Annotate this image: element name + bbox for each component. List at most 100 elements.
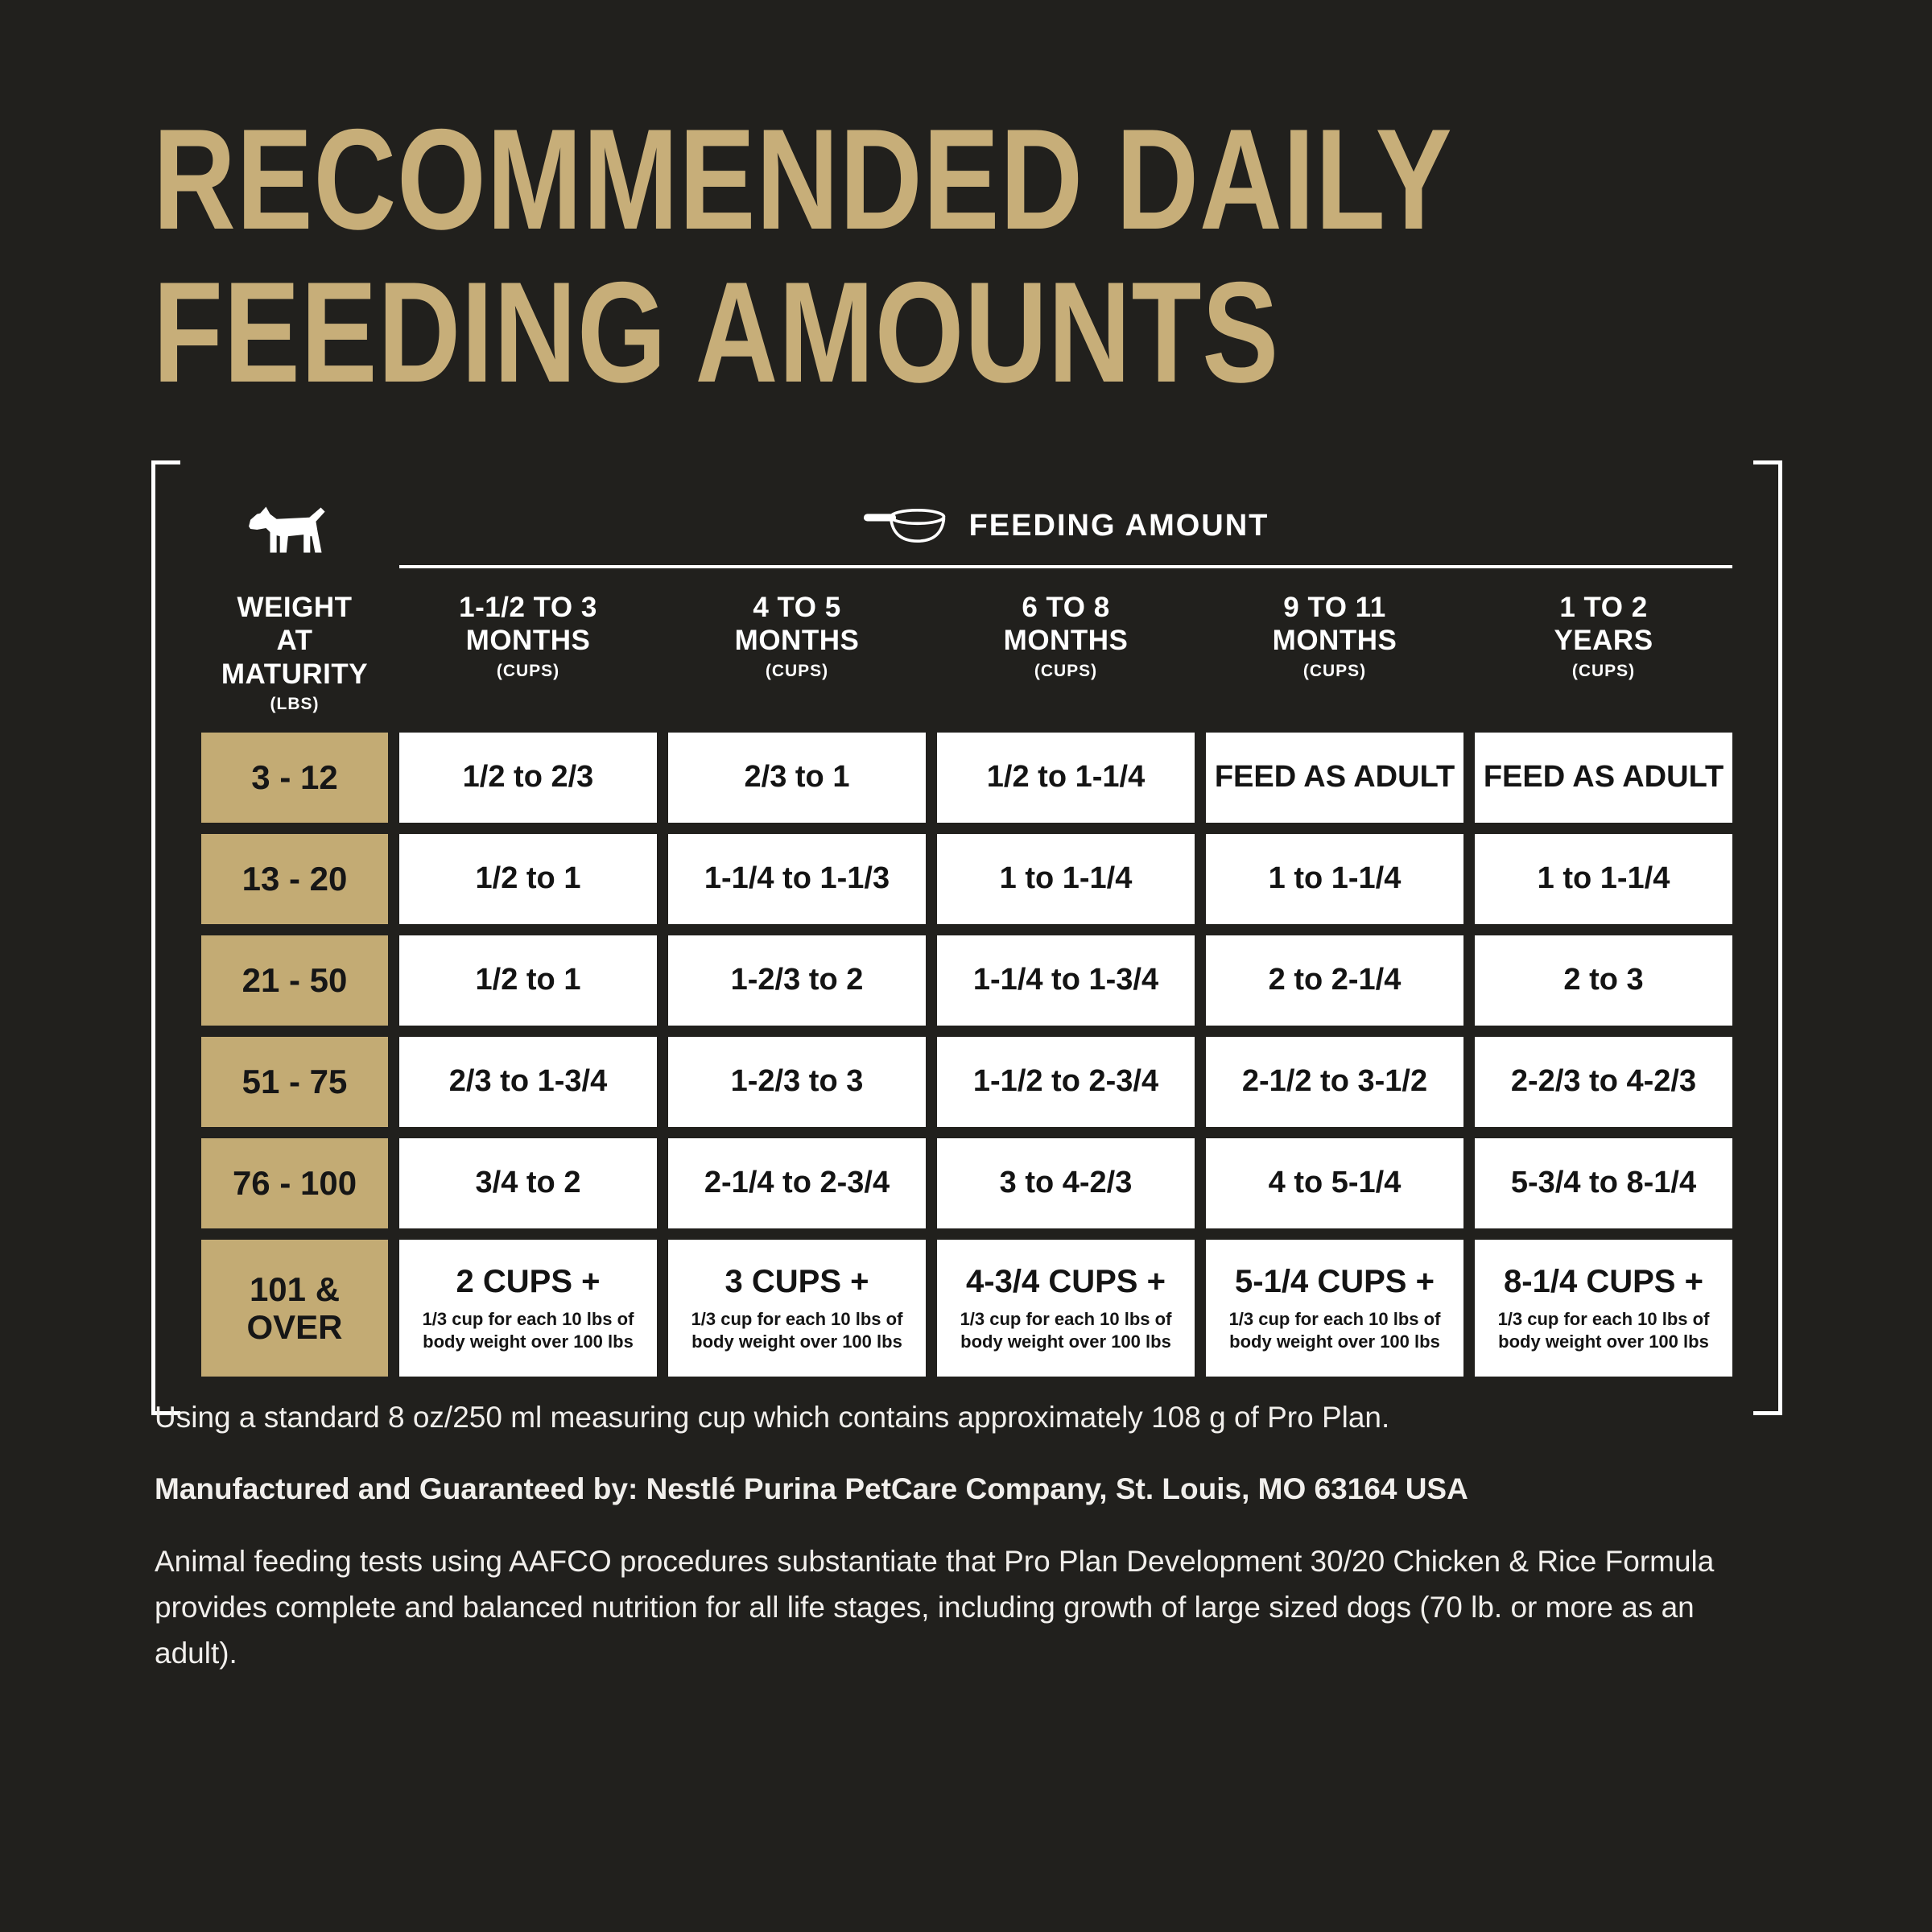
feeding-value-cell: 3 to 4-2/3 — [937, 1137, 1195, 1228]
feeding-value: 1/2 to 1-1/4 — [986, 759, 1146, 794]
feeding-value: 1-1/2 to 2-3/4 — [972, 1063, 1159, 1098]
weight-header-line2: AT MATURITY — [221, 625, 369, 690]
table-bracket-left — [151, 460, 180, 1415]
feeding-value-cell: FEED AS ADULT — [1206, 732, 1463, 823]
column-header-period: YEARS — [1554, 625, 1653, 657]
feeding-value: 1-1/4 to 1-3/4 — [972, 962, 1159, 997]
feeding-value: 8-1/4 CUPS + — [1504, 1263, 1703, 1299]
table-row: 21 - 50 1/2 to 1 1-2/3 to 2 1-1/4 to 1-3/4 2… — [201, 935, 1732, 1026]
feeding-value: FEED AS ADULT — [1483, 759, 1724, 794]
footnotes: Using a standard 8 oz/250 ml measuring c… — [155, 1394, 1716, 1703]
table-header-top: FEEDING AMOUNT — [201, 496, 1732, 568]
feeding-value: 1-2/3 to 2 — [730, 962, 864, 997]
feeding-note: 1/3 cup for each 10 lbs of body weight o… — [691, 1308, 903, 1352]
column-header-unit: (CUPS) — [1302, 661, 1367, 680]
weight-column-header: WEIGHT AT MATURITY (LBS) — [201, 591, 388, 715]
table-row: 101 & OVER 2 CUPS + 1/3 cup for each 10 lb… — [201, 1239, 1732, 1377]
footnote-measuring-cup: Using a standard 8 oz/250 ml measuring c… — [155, 1401, 1390, 1434]
feeding-value: 2 CUPS + — [456, 1263, 601, 1299]
feeding-value-cell: 2/3 to 1-3/4 — [399, 1036, 657, 1127]
feeding-value-cell: 4-3/4 CUPS + 1/3 cup for each 10 lbs of b… — [937, 1239, 1195, 1377]
weight-cell: 3 - 12 — [201, 732, 388, 823]
footnote-aafco: Animal feeding tests using AAFCO procedu… — [155, 1544, 1715, 1670]
feeding-amount-header: FEEDING AMOUNT — [399, 506, 1732, 568]
feeding-value: 4 to 5-1/4 — [1268, 1165, 1402, 1199]
footnote-manufacturer: Manufactured and Guaranteed by: Nestlé P… — [155, 1472, 1468, 1506]
feeding-value-cell: 2/3 to 1 — [668, 732, 926, 823]
column-header: 4 TO 5 MONTHS (CUPS) — [668, 591, 926, 715]
weight-cell: 21 - 50 — [201, 935, 388, 1026]
feeding-note: 1/3 cup for each 10 lbs of body weight o… — [1497, 1308, 1710, 1352]
feeding-value-cell: 1-1/4 to 1-3/4 — [937, 935, 1195, 1026]
column-header-period: MONTHS — [1003, 625, 1129, 657]
table-row: 13 - 20 1/2 to 1 1-1/4 to 1-1/3 1 to 1-1/4 1… — [201, 833, 1732, 924]
feeding-value-cell: 5-1/4 CUPS + 1/3 cup for each 10 lbs of b… — [1206, 1239, 1463, 1377]
feeding-value-cell: 1 to 1-1/4 — [1475, 833, 1732, 924]
feeding-value-cell: 2 CUPS + 1/3 cup for each 10 lbs of body … — [399, 1239, 657, 1377]
feeding-value: 3 CUPS + — [724, 1263, 869, 1299]
feeding-value-cell: 2-1/4 to 2-3/4 — [668, 1137, 926, 1228]
feeding-value: 2-1/4 to 2-3/4 — [704, 1165, 890, 1199]
feeding-value-cell: 2 to 2-1/4 — [1206, 935, 1463, 1026]
dog-icon — [201, 496, 388, 568]
feeding-value-cell: 4 to 5-1/4 — [1206, 1137, 1463, 1228]
table-body: 3 - 12 1/2 to 2/3 2/3 to 1 1/2 to 1-1/4 FEED… — [201, 732, 1732, 1377]
table-row: 76 - 100 3/4 to 2 2-1/4 to 2-3/4 3 to 4-2/3… — [201, 1137, 1732, 1228]
feeding-value: 1/2 to 1 — [475, 861, 581, 895]
feeding-table: FEEDING AMOUNT WEIGHT AT MATURITY (LBS) … — [151, 460, 1782, 1415]
feeding-value-cell: 1-2/3 to 2 — [668, 935, 926, 1026]
feeding-value: 1 to 1-1/4 — [1537, 861, 1670, 895]
feeding-value: 1-1/4 to 1-1/3 — [704, 861, 890, 895]
feeding-value: 2/3 to 1-3/4 — [448, 1063, 608, 1098]
column-header-period: MONTHS — [734, 625, 860, 657]
feeding-value-cell: 1-2/3 to 3 — [668, 1036, 926, 1127]
feeding-value-cell: 1-1/2 to 2-3/4 — [937, 1036, 1195, 1127]
weight-header-line1: WEIGHT — [237, 592, 353, 623]
weight-cell: 13 - 20 — [201, 833, 388, 924]
feeding-value: 5-3/4 to 8-1/4 — [1510, 1165, 1697, 1199]
feeding-value-cell: 5-3/4 to 8-1/4 — [1475, 1137, 1732, 1228]
feeding-value: 3 to 4-2/3 — [999, 1165, 1133, 1199]
table-row: 3 - 12 1/2 to 2/3 2/3 to 1 1/2 to 1-1/4 FEED… — [201, 732, 1732, 823]
feeding-value-cell: 2-2/3 to 4-2/3 — [1475, 1036, 1732, 1127]
weight-cell: 51 - 75 — [201, 1036, 388, 1127]
column-header: 1 TO 2 YEARS (CUPS) — [1475, 591, 1732, 715]
feeding-value: 4-3/4 CUPS + — [966, 1263, 1166, 1299]
column-header-range: 9 TO 11 — [1283, 592, 1386, 623]
feeding-value-cell: 3/4 to 2 — [399, 1137, 657, 1228]
feeding-value: 1-2/3 to 3 — [730, 1063, 864, 1098]
column-header-unit: (CUPS) — [496, 661, 560, 680]
weight-cell: 101 & OVER — [201, 1239, 388, 1377]
column-header-range: 4 TO 5 — [753, 592, 841, 623]
feeding-value: 2 to 2-1/4 — [1268, 962, 1402, 997]
measuring-cup-icon — [863, 506, 948, 546]
feeding-value: 1 to 1-1/4 — [1268, 861, 1402, 895]
feeding-value-cell: 8-1/4 CUPS + 1/3 cup for each 10 lbs of b… — [1475, 1239, 1732, 1377]
feeding-value-cell: FEED AS ADULT — [1475, 732, 1732, 823]
feeding-value: 2/3 to 1 — [744, 759, 850, 794]
column-header-unit: (CUPS) — [765, 661, 829, 680]
feeding-value: 1 to 1-1/4 — [999, 861, 1133, 895]
column-header-range: 6 TO 8 — [1022, 592, 1110, 623]
table-column-headers: WEIGHT AT MATURITY (LBS) 1-1/2 TO 3 MONTH… — [201, 591, 1732, 715]
feeding-value-cell: 1 to 1-1/4 — [1206, 833, 1463, 924]
feeding-note: 1/3 cup for each 10 lbs of body weight o… — [960, 1308, 1172, 1352]
feeding-value: 2-1/2 to 3-1/2 — [1241, 1063, 1428, 1098]
feeding-value: 1/2 to 1 — [475, 962, 581, 997]
feeding-amount-label: FEEDING AMOUNT — [968, 508, 1269, 543]
page-title: RECOMMENDED DAILY FEEDING AMOUNTS — [153, 99, 1453, 413]
column-header: 9 TO 11 MONTHS (CUPS) — [1206, 591, 1463, 715]
feeding-value-cell: 3 CUPS + 1/3 cup for each 10 lbs of body … — [668, 1239, 926, 1377]
feeding-value: FEED AS ADULT — [1214, 759, 1455, 794]
feeding-value-cell: 2-1/2 to 3-1/2 — [1206, 1036, 1463, 1127]
feeding-value: 1/2 to 2/3 — [462, 759, 594, 794]
feeding-value-cell: 1/2 to 1 — [399, 935, 657, 1026]
column-header-range: 1-1/2 TO 3 — [459, 592, 597, 623]
feeding-note: 1/3 cup for each 10 lbs of body weight o… — [1228, 1308, 1441, 1352]
column-header-unit: (CUPS) — [1034, 661, 1098, 680]
feeding-value-cell: 2 to 3 — [1475, 935, 1732, 1026]
feeding-value-cell: 1/2 to 1 — [399, 833, 657, 924]
feeding-value: 3/4 to 2 — [475, 1165, 581, 1199]
table-row: 51 - 75 2/3 to 1-3/4 1-2/3 to 3 1-1/2 to 2-… — [201, 1036, 1732, 1127]
